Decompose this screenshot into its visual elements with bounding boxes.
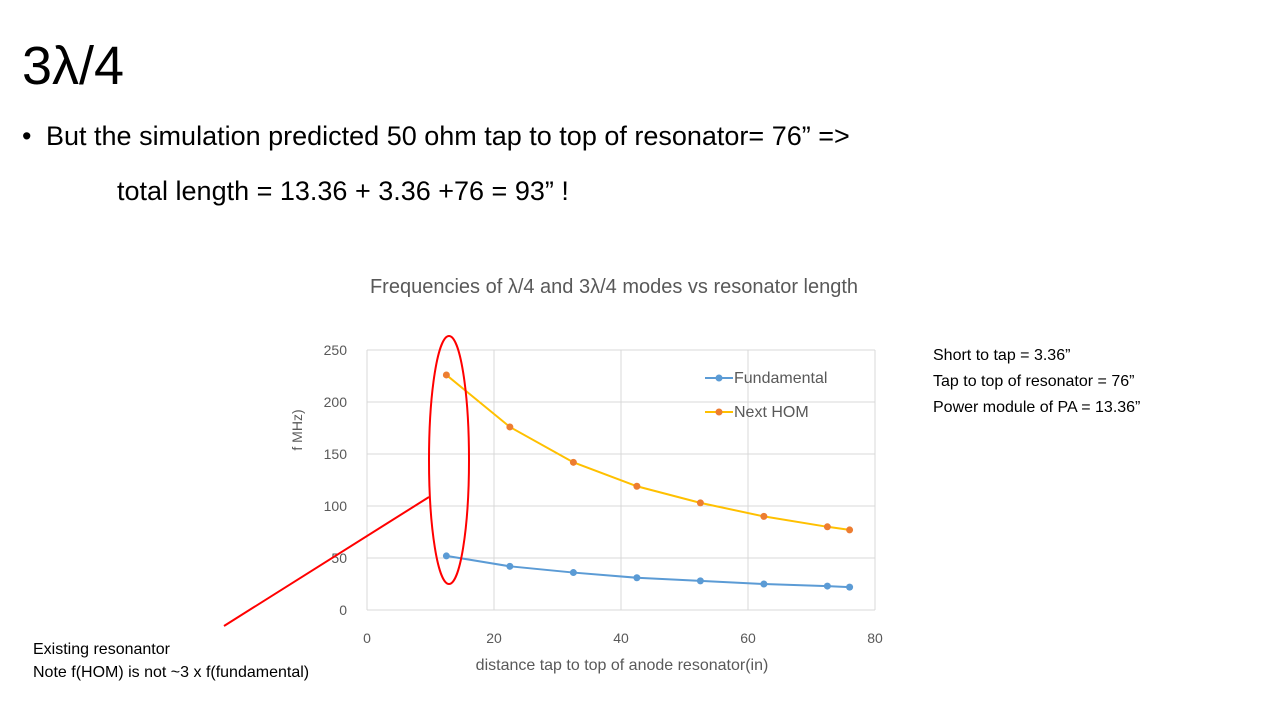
data-point-next-hom [633, 482, 641, 490]
x-tick-labels: 0 20 40 60 80 [363, 630, 883, 646]
chart-legend: Fundamental Next HOM [705, 370, 827, 421]
data-point-next-hom [442, 371, 450, 379]
data-point-fundamental [506, 562, 514, 570]
data-point-fundamental [696, 577, 704, 585]
series-fundamental [442, 552, 854, 591]
y-tick-labels: 0 50 100 150 200 250 [324, 342, 348, 618]
legend-label: Fundamental [734, 370, 827, 387]
series-line-next-hom [445, 374, 850, 531]
data-point-next-hom [823, 523, 831, 531]
data-point-next-hom [846, 526, 854, 534]
data-point-fundamental [633, 574, 641, 582]
total-length-line: total length = 13.36 + 3.36 +76 = 93” ! [117, 176, 569, 206]
slide-title: 3λ/4 [22, 36, 125, 96]
resonator-note-line: Existing resonantor [33, 641, 170, 658]
legend-marker-fundamental [715, 374, 723, 382]
data-point-fundamental [823, 582, 831, 590]
bullet-text: But the simulation predicted 50 ohm tap … [46, 121, 850, 151]
existing-resonator-ellipse [428, 335, 470, 585]
data-point-fundamental [846, 583, 854, 591]
y-tick-label: 0 [339, 602, 347, 618]
data-point-next-hom [506, 423, 514, 431]
series-next-hom [442, 371, 854, 534]
y-tick-label: 100 [324, 498, 348, 514]
chart-title: Frequencies of λ/4 and 3λ/4 modes vs res… [369, 276, 859, 298]
data-point-next-hom [696, 499, 704, 507]
side-note-line: Tap to top of resonator = 76” [933, 373, 1135, 390]
chart-grid [366, 349, 876, 611]
y-tick-label: 200 [324, 394, 348, 410]
data-point-fundamental [760, 580, 768, 588]
bullet-point: • But the simulation predicted 50 ohm tap… [22, 118, 850, 154]
data-point-fundamental [442, 552, 450, 560]
data-point-fundamental [569, 569, 577, 577]
resonator-note: Existing resonantor Note f(HOM) is not ~… [33, 638, 309, 684]
side-note-line: Short to tap = 3.36” [933, 347, 1071, 364]
y-tick-label: 150 [324, 446, 348, 462]
x-axis-label: distance tap to top of anode resonator(i… [476, 657, 769, 674]
y-axis-label: f MHz) [289, 409, 305, 450]
resonator-note-line: Note f(HOM) is not ~3 x f(fundamental) [33, 664, 310, 681]
x-tick-label: 40 [613, 630, 629, 646]
annotation-pointer-line [223, 496, 430, 627]
side-note-line: Power module of PA = 13.36” [933, 399, 1141, 416]
annotation [223, 335, 470, 627]
y-tick-label: 50 [331, 550, 347, 566]
legend-item-next-hom: Next HOM [705, 404, 809, 421]
data-point-next-hom [569, 458, 577, 466]
x-tick-label: 20 [486, 630, 502, 646]
legend-marker-next-hom [715, 408, 723, 416]
data-point-next-hom [760, 512, 768, 520]
y-tick-label: 250 [324, 342, 348, 358]
side-note: Short to tap = 3.36” Tap to top of reson… [933, 343, 1140, 421]
bullet-dot-icon: • [22, 121, 32, 151]
series-line-fundamental [446, 554, 850, 589]
x-tick-label: 80 [867, 630, 883, 646]
legend-label: Next HOM [734, 404, 809, 421]
x-tick-label: 60 [740, 630, 756, 646]
chart-series [442, 371, 854, 591]
legend-item-fundamental: Fundamental [705, 370, 827, 387]
x-tick-label: 0 [363, 630, 371, 646]
